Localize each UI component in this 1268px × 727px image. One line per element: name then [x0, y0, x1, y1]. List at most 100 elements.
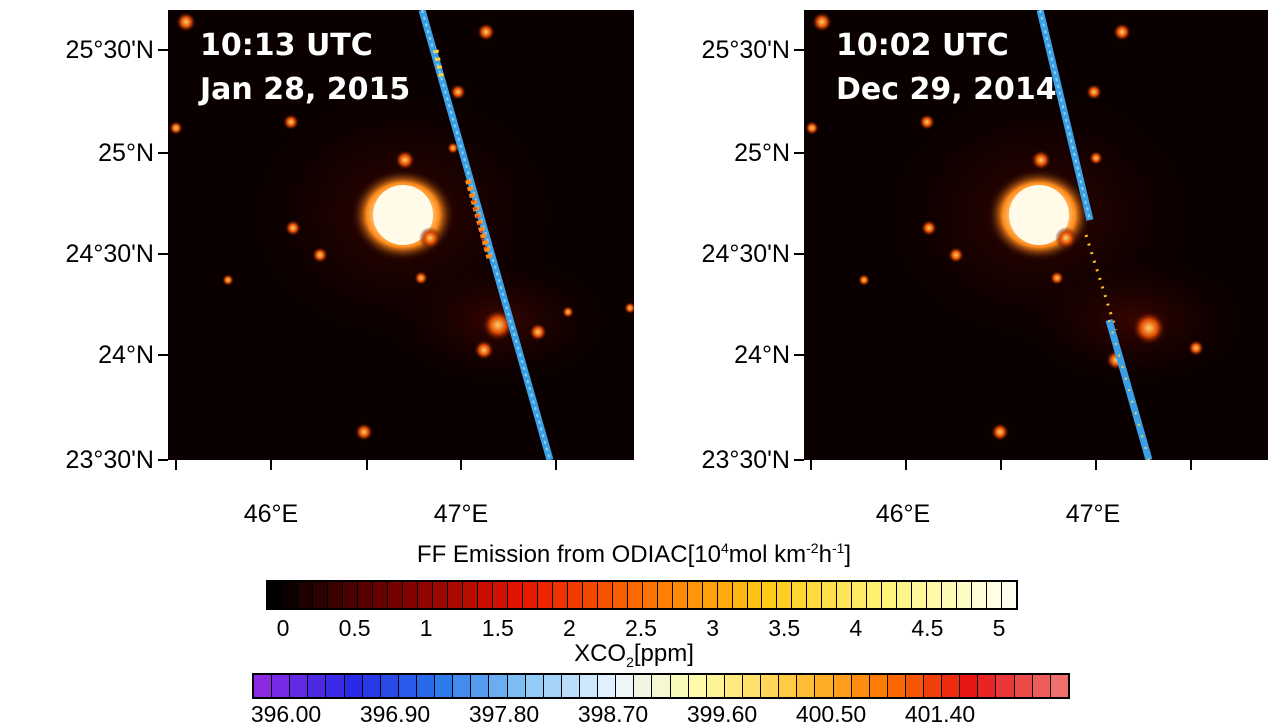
lat-label: 24°30'N — [65, 240, 154, 268]
colorbar-tick-label: 4 — [849, 615, 863, 641]
colorbar-segment — [357, 582, 373, 608]
colorbar-tick-label: 399.60 — [686, 701, 758, 727]
lat-tick — [794, 152, 804, 154]
lat-label: 23°30'N — [65, 446, 154, 474]
colorbar-segment — [507, 675, 526, 697]
colorbar-segment — [822, 582, 838, 608]
colorbar-segment — [1050, 675, 1068, 697]
colorbar-segment — [489, 675, 508, 697]
overpass-time-label: 10:02 UTC Dec 29, 2014 — [836, 28, 1057, 107]
colorbar-segment — [882, 582, 898, 608]
colorbar-segment — [561, 675, 580, 697]
colorbar-tick-label: 5 — [992, 615, 1006, 641]
colorbar-tick-label: 3 — [706, 615, 719, 641]
colorbar-segment — [297, 582, 313, 608]
colorbar-segment — [957, 582, 973, 608]
lat-label: 24°N — [98, 341, 154, 369]
lon-tick — [175, 460, 177, 470]
colorbar-segment — [543, 675, 562, 697]
colorbar-segment — [867, 582, 883, 608]
lon-tick — [555, 460, 557, 470]
colorbar-segment — [987, 582, 1003, 608]
colorbar-segment — [833, 675, 852, 697]
emission-colorbar — [266, 580, 1018, 610]
colorbar-segment — [525, 675, 544, 697]
colorbar-tick-label: 0 — [276, 615, 290, 641]
lon-tick — [270, 460, 272, 470]
colorbar-segment — [732, 582, 748, 608]
lon-tick — [1190, 460, 1192, 470]
colorbar-segment — [960, 675, 979, 697]
colorbar-segment — [1032, 675, 1051, 697]
colorbar-segment — [777, 582, 793, 608]
colorbar-segment — [652, 675, 671, 697]
colorbar-segment — [779, 675, 798, 697]
colorbar-segment — [887, 675, 906, 697]
colorbar-segment — [272, 675, 291, 697]
colorbar-segment — [567, 582, 583, 608]
colorbar-segment — [797, 675, 816, 697]
lat-label: 25°30'N — [65, 36, 154, 64]
colorbar-segment — [312, 582, 328, 608]
colorbar-segment — [687, 582, 703, 608]
colorbar-segment — [706, 675, 725, 697]
colorbar-segment — [435, 675, 454, 697]
lon-tick — [460, 460, 462, 470]
colorbar-tick-label: 4.5 — [911, 615, 944, 641]
colorbar-tick-label: 396.90 — [359, 701, 431, 727]
colorbar-segment — [762, 582, 778, 608]
lon-tick — [1095, 460, 1097, 470]
lat-label: 23°30'N — [701, 446, 790, 474]
lat-label: 25°N — [98, 139, 154, 167]
colorbar-segment — [616, 675, 635, 697]
colorbar-segment — [598, 675, 617, 697]
lat-label: 24°30'N — [701, 240, 790, 268]
overpass-time-label: 10:13 UTC Jan 28, 2015 — [200, 28, 411, 107]
lon-tick — [905, 460, 907, 470]
colorbar-tick-label: 396.00 — [250, 701, 322, 727]
colorbar-segment — [815, 675, 834, 697]
colorbar-segment — [402, 582, 418, 608]
colorbar-segment — [537, 582, 553, 608]
lat-tick — [158, 253, 168, 255]
colorbar-segment — [724, 675, 743, 697]
colorbar-segment — [462, 582, 478, 608]
emission-map-left: 10:13 UTC Jan 28, 2015 — [168, 10, 634, 460]
colorbar-segment — [432, 582, 448, 608]
colorbar-segment — [380, 675, 399, 697]
colorbar-segment — [344, 675, 363, 697]
colorbar-segment — [978, 675, 997, 697]
emission-map-right: 10:02 UTC Dec 29, 2014 — [804, 10, 1268, 460]
colorbar-segment — [342, 582, 358, 608]
lat-label: 25°N — [734, 139, 790, 167]
colorbar-segment — [507, 582, 523, 608]
colorbar-segment — [747, 582, 763, 608]
colorbar-segment — [702, 582, 718, 608]
lat-tick — [158, 354, 168, 356]
colorbar-tick-label: 2.5 — [625, 615, 657, 641]
colorbar-segment — [612, 582, 628, 608]
colorbar-segment — [996, 675, 1015, 697]
colorbar-tick-label: 3.5 — [768, 615, 801, 641]
colorbar-segment — [477, 582, 493, 608]
lat-tick — [158, 49, 168, 51]
colorbar-tick-label: 400.50 — [795, 701, 867, 727]
lon-tick — [1000, 460, 1002, 470]
colorbar-segment — [942, 582, 958, 608]
colorbar-segment — [688, 675, 707, 697]
colorbar-segment — [447, 582, 463, 608]
map-graphic — [169, 10, 634, 460]
lat-tick — [794, 459, 804, 461]
colorbar-segment — [492, 582, 508, 608]
colorbar-segment — [905, 675, 925, 697]
colorbar-segment — [792, 582, 808, 608]
colorbar-segment — [387, 582, 403, 608]
colorbar-tick-label: 398.70 — [577, 701, 649, 727]
colorbar-segment — [657, 582, 673, 608]
lat-tick — [794, 354, 804, 356]
colorbar-segment — [761, 675, 780, 697]
colorbar-segment — [326, 675, 345, 697]
colorbar-segment — [672, 582, 688, 608]
colorbar-segment — [942, 675, 961, 697]
emission-colorbar-title: FF Emission from ODIAC[104mol km-2h-1] — [416, 540, 852, 568]
